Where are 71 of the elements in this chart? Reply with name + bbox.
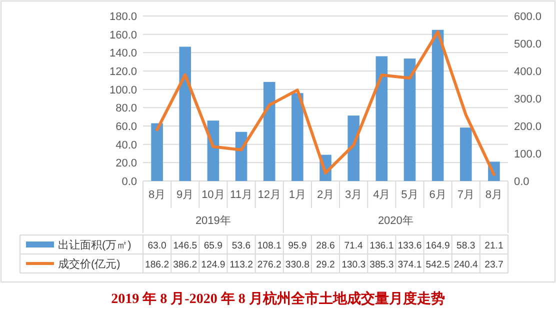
y-tick-label: 0.0 bbox=[122, 176, 137, 188]
text: 2020年 bbox=[378, 215, 414, 227]
y-tick-label: 160.0 bbox=[109, 29, 137, 42]
x-tick-label: 12月 bbox=[258, 189, 281, 201]
x-tick-label: 1月 bbox=[288, 189, 306, 201]
data-label: 113.2 bbox=[230, 260, 253, 270]
y-tick-label: 60.0 bbox=[116, 121, 137, 133]
data-label: 385.3 bbox=[370, 260, 394, 270]
data-label: 28.6 bbox=[316, 240, 335, 252]
x-tick-label: 7月 bbox=[457, 189, 474, 201]
x-tick-label: 5月 bbox=[401, 189, 418, 201]
y2-tick-label: 0.0 bbox=[514, 176, 530, 188]
text: 2019年 bbox=[195, 215, 231, 227]
data-label: 164.9 bbox=[426, 240, 450, 252]
y-tick-label: 120.0 bbox=[109, 66, 137, 78]
y-tick-label: 80.0 bbox=[116, 102, 137, 115]
bar bbox=[348, 116, 360, 181]
y2-tick-label: 200.0 bbox=[514, 121, 542, 133]
data-label: 542.5 bbox=[426, 260, 450, 270]
data-label: 63.0 bbox=[148, 240, 166, 252]
y2-tick-label: 500.0 bbox=[514, 38, 542, 50]
bar bbox=[151, 123, 163, 181]
data-label: 276.2 bbox=[257, 260, 282, 270]
data-label: 65.9 bbox=[204, 240, 223, 252]
text: 2019 年 8 月-2020 年 8 月杭州全市土地成交量月度走势 bbox=[111, 290, 445, 307]
data-label: 124.9 bbox=[201, 260, 226, 270]
data-label: 21.1 bbox=[484, 240, 504, 252]
x-tick-label: 4月 bbox=[373, 189, 390, 201]
data-label: 374.1 bbox=[398, 260, 422, 270]
x-tick-label: 3月 bbox=[345, 189, 362, 201]
data-label: 186.2 bbox=[145, 260, 170, 270]
data-label: 386.2 bbox=[173, 260, 198, 270]
data-label: 130.3 bbox=[342, 260, 366, 270]
x-tick-label: 8月 bbox=[148, 189, 166, 201]
legend-label: 成交价(亿元) bbox=[58, 258, 120, 270]
bar bbox=[460, 128, 472, 181]
line-series bbox=[156, 30, 496, 176]
y-tick-label: 100.0 bbox=[109, 84, 137, 96]
data-label: 53.6 bbox=[232, 240, 251, 252]
y-tick-label: 40.0 bbox=[116, 139, 137, 152]
data-label: 240.4 bbox=[454, 260, 479, 270]
bar bbox=[263, 82, 276, 181]
y-tick-label: 20.0 bbox=[116, 158, 137, 170]
bar bbox=[292, 93, 304, 181]
bar bbox=[179, 46, 192, 181]
x-tick-label: 2月 bbox=[316, 189, 334, 201]
data-label: 29.2 bbox=[316, 260, 335, 270]
bar bbox=[376, 56, 388, 181]
y2-tick-label: 300.0 bbox=[514, 94, 542, 106]
data-label: 136.1 bbox=[370, 240, 394, 252]
x-tick-label: 9月 bbox=[176, 189, 194, 201]
y2-tick-label: 600.0 bbox=[514, 11, 542, 23]
x-tick-label: 11月 bbox=[230, 189, 252, 201]
bar bbox=[432, 30, 444, 181]
data-label: 58.3 bbox=[456, 240, 476, 252]
x-tick-label: 10月 bbox=[202, 189, 225, 201]
bar bbox=[404, 58, 416, 181]
y-tick-label: 180.0 bbox=[109, 11, 137, 23]
data-label: 133.6 bbox=[398, 240, 422, 252]
data-label: 330.8 bbox=[285, 260, 310, 270]
data-label: 95.9 bbox=[288, 240, 307, 252]
legend-label: 出让面积(万㎡) bbox=[58, 238, 132, 252]
x-tick-label: 6月 bbox=[429, 189, 446, 201]
x-tick-label: 8月 bbox=[485, 189, 503, 201]
y2-tick-label: 100.0 bbox=[514, 148, 542, 160]
data-label: 71.4 bbox=[344, 240, 364, 252]
data-label: 146.5 bbox=[173, 240, 198, 252]
data-label: 108.1 bbox=[257, 240, 282, 252]
y-tick-label: 140.0 bbox=[109, 48, 137, 60]
data-label: 23.7 bbox=[484, 260, 504, 270]
y2-tick-label: 400.0 bbox=[514, 66, 542, 78]
